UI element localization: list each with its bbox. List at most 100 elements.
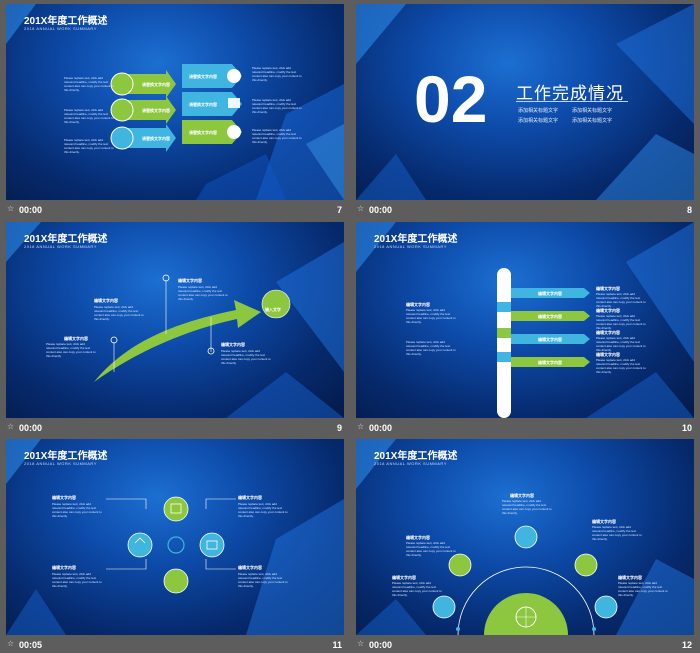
slide-duration: 00:00 [369,640,393,650]
arrow-label-1: 请替换文字内容 [142,82,170,87]
arrow-label-2: 请替换文字内容 [142,108,170,113]
sign-label: 编辑文字内容 [538,291,562,296]
transition-star-icon: ☆ [357,204,365,213]
left-arrow-bottom [126,124,176,152]
step-heading: 编辑文字内容 [406,302,430,307]
paragraph: Please replace text, click add relevant … [52,572,102,588]
slide-subtitle: 2018 ANNUAL WORK SUMMARY [24,461,97,466]
left-arrow-top [126,70,176,98]
paragraph: Please replace text, click add relevant … [406,340,456,356]
step-heading: 编辑文字内容 [238,565,262,570]
title-divider [516,101,628,102]
paragraph: Please replace text, click add relevant … [238,572,288,588]
arrow-label-5: 请替换文字内容 [189,102,217,107]
transition-star-icon: ☆ [357,639,365,648]
sign-label: 编辑文字内容 [538,314,562,319]
paragraph: Please replace text, click add relevant … [596,292,646,308]
polygon-background [6,4,344,200]
step-heading: 编辑文字内容 [596,286,620,291]
step-heading: 编辑文字内容 [592,519,616,524]
section-number: 02 [414,62,488,136]
slide-title: 201X年度工作概述 [374,451,458,462]
slide-duration: 00:00 [369,423,393,433]
slide-title: 201X年度工作概述 [24,234,108,245]
transition-star-icon: ☆ [357,422,365,431]
slide-12-canvas[interactable]: 201X年度工作概述 2018 ANNUAL WORK SUMMARY 编辑文字… [356,439,694,635]
slide-10-canvas[interactable]: 201X年度工作概述 2018 ANNUAL WORK SUMMARY 编辑文字… [356,222,694,418]
section-item: 添加相关标题文字 [518,118,559,124]
arrow-label-4: 请替换文字内容 [189,74,217,79]
transition-star-icon: ☆ [7,204,15,213]
icon-circle-3 [110,126,134,150]
paragraph: Please replace text, click add relevant … [596,314,646,330]
sign-label: 编辑文字内容 [538,337,562,342]
paragraph: Please replace text, click add relevant … [64,76,114,92]
thumbnail-caption: ☆ 00:05 11 [6,637,344,653]
step-heading: 编辑文字内容 [52,495,76,500]
icon-circle-1 [110,72,134,96]
paragraph: Please replace text, click add relevant … [618,581,668,597]
thumbnail-caption: ☆ 00:00 8 [356,202,694,218]
step-heading: 编辑文字内容 [238,495,262,500]
slide-duration: 00:00 [19,423,43,433]
paragraph: Please replace text, click add relevant … [221,349,271,365]
slide-subtitle: 2018 ANNUAL WORK SUMMARY [24,26,97,31]
section-item: 添加相关标题文字 [572,118,613,124]
thumbnail-caption: ☆ 00:00 9 [6,420,344,436]
polygon-background [356,439,694,635]
slide-number: 11 [332,640,342,650]
paragraph: Please replace text, click add relevant … [392,581,442,597]
paragraph: Please replace text, click add relevant … [592,525,642,541]
paragraph: Please replace text, click add relevant … [252,98,302,114]
paragraph: Please replace text, click add relevant … [178,285,228,301]
step-heading: 编辑文字内容 [618,575,642,580]
thumbnail-caption: ☆ 00:00 10 [356,420,694,436]
slide-number: 9 [336,423,342,433]
step-heading: 编辑文字内容 [596,330,620,335]
slide-9-canvas[interactable]: 201X年度工作概述 2018 ANNUAL WORK SUMMARY 输入文字… [6,222,344,418]
slide-subtitle: 2018 ANNUAL WORK SUMMARY [374,461,447,466]
slide-subtitle: 2018 ANNUAL WORK SUMMARY [374,244,447,249]
step-heading: 编辑文字内容 [596,352,620,357]
slide-subtitle: 2018 ANNUAL WORK SUMMARY [24,244,97,249]
slide-duration: 00:00 [19,205,43,215]
step-heading: 编辑文字内容 [596,308,620,313]
slide-11-canvas[interactable]: 201X年度工作概述 2018 ANNUAL WORK SUMMARY 编辑文字… [6,439,344,635]
polygon-background [6,222,344,418]
slide-title: 201X年度工作概述 [24,16,108,27]
arrow-label-6: 请替换文字内容 [189,130,217,135]
slide-number: 12 [681,640,692,650]
section-item: 添加相关标题文字 [572,108,613,114]
step-heading: 编辑文字内容 [52,565,76,570]
left-arrow-mid [126,96,176,124]
step-heading: 编辑文字内容 [178,278,202,283]
polygon-background [6,439,344,635]
slide-8-canvas[interactable]: 02 工作完成情况 添加相关标题文字 添加相关标题文字 添加相关标题文字 添加相… [356,4,694,200]
section-item: 添加相关标题文字 [518,108,559,114]
paragraph: Please replace text, click add relevant … [64,108,114,124]
paragraph: Please replace text, click add relevant … [238,502,288,518]
step-heading: 编辑文字内容 [221,342,245,347]
arrow-diagram [110,64,242,152]
slide-title: 201X年度工作概述 [24,451,108,462]
cross-diagram [106,496,236,594]
paragraph: Please replace text, click add relevant … [94,305,144,321]
slide-duration: 00:00 [369,205,393,215]
paragraph: Please replace text, click add relevant … [252,66,302,82]
slide-duration: 00:05 [19,640,43,650]
step-heading: 编辑文字内容 [510,493,534,498]
growth-arrow [94,274,291,382]
paragraph: Please replace text, click add relevant … [406,541,456,557]
slide-title: 201X年度工作概述 [374,234,458,245]
icon-circle-2 [110,98,134,122]
semicircle-diagram [432,525,618,635]
signpost [497,268,590,418]
step-heading: 编辑文字内容 [392,575,416,580]
thumbnail-caption: ☆ 00:00 7 [6,202,344,218]
step-heading: 编辑文字内容 [406,535,430,540]
slide-7-canvas[interactable]: 201X年度工作概述 2018 ANNUAL WORK SUMMARY 请替换文… [6,4,344,200]
step-heading: 编辑文字内容 [94,298,118,303]
paragraph: Please replace text, click add relevant … [502,499,552,515]
badge-text: 输入文字 [265,307,281,312]
paragraph: Please replace text, click add relevant … [406,308,456,324]
